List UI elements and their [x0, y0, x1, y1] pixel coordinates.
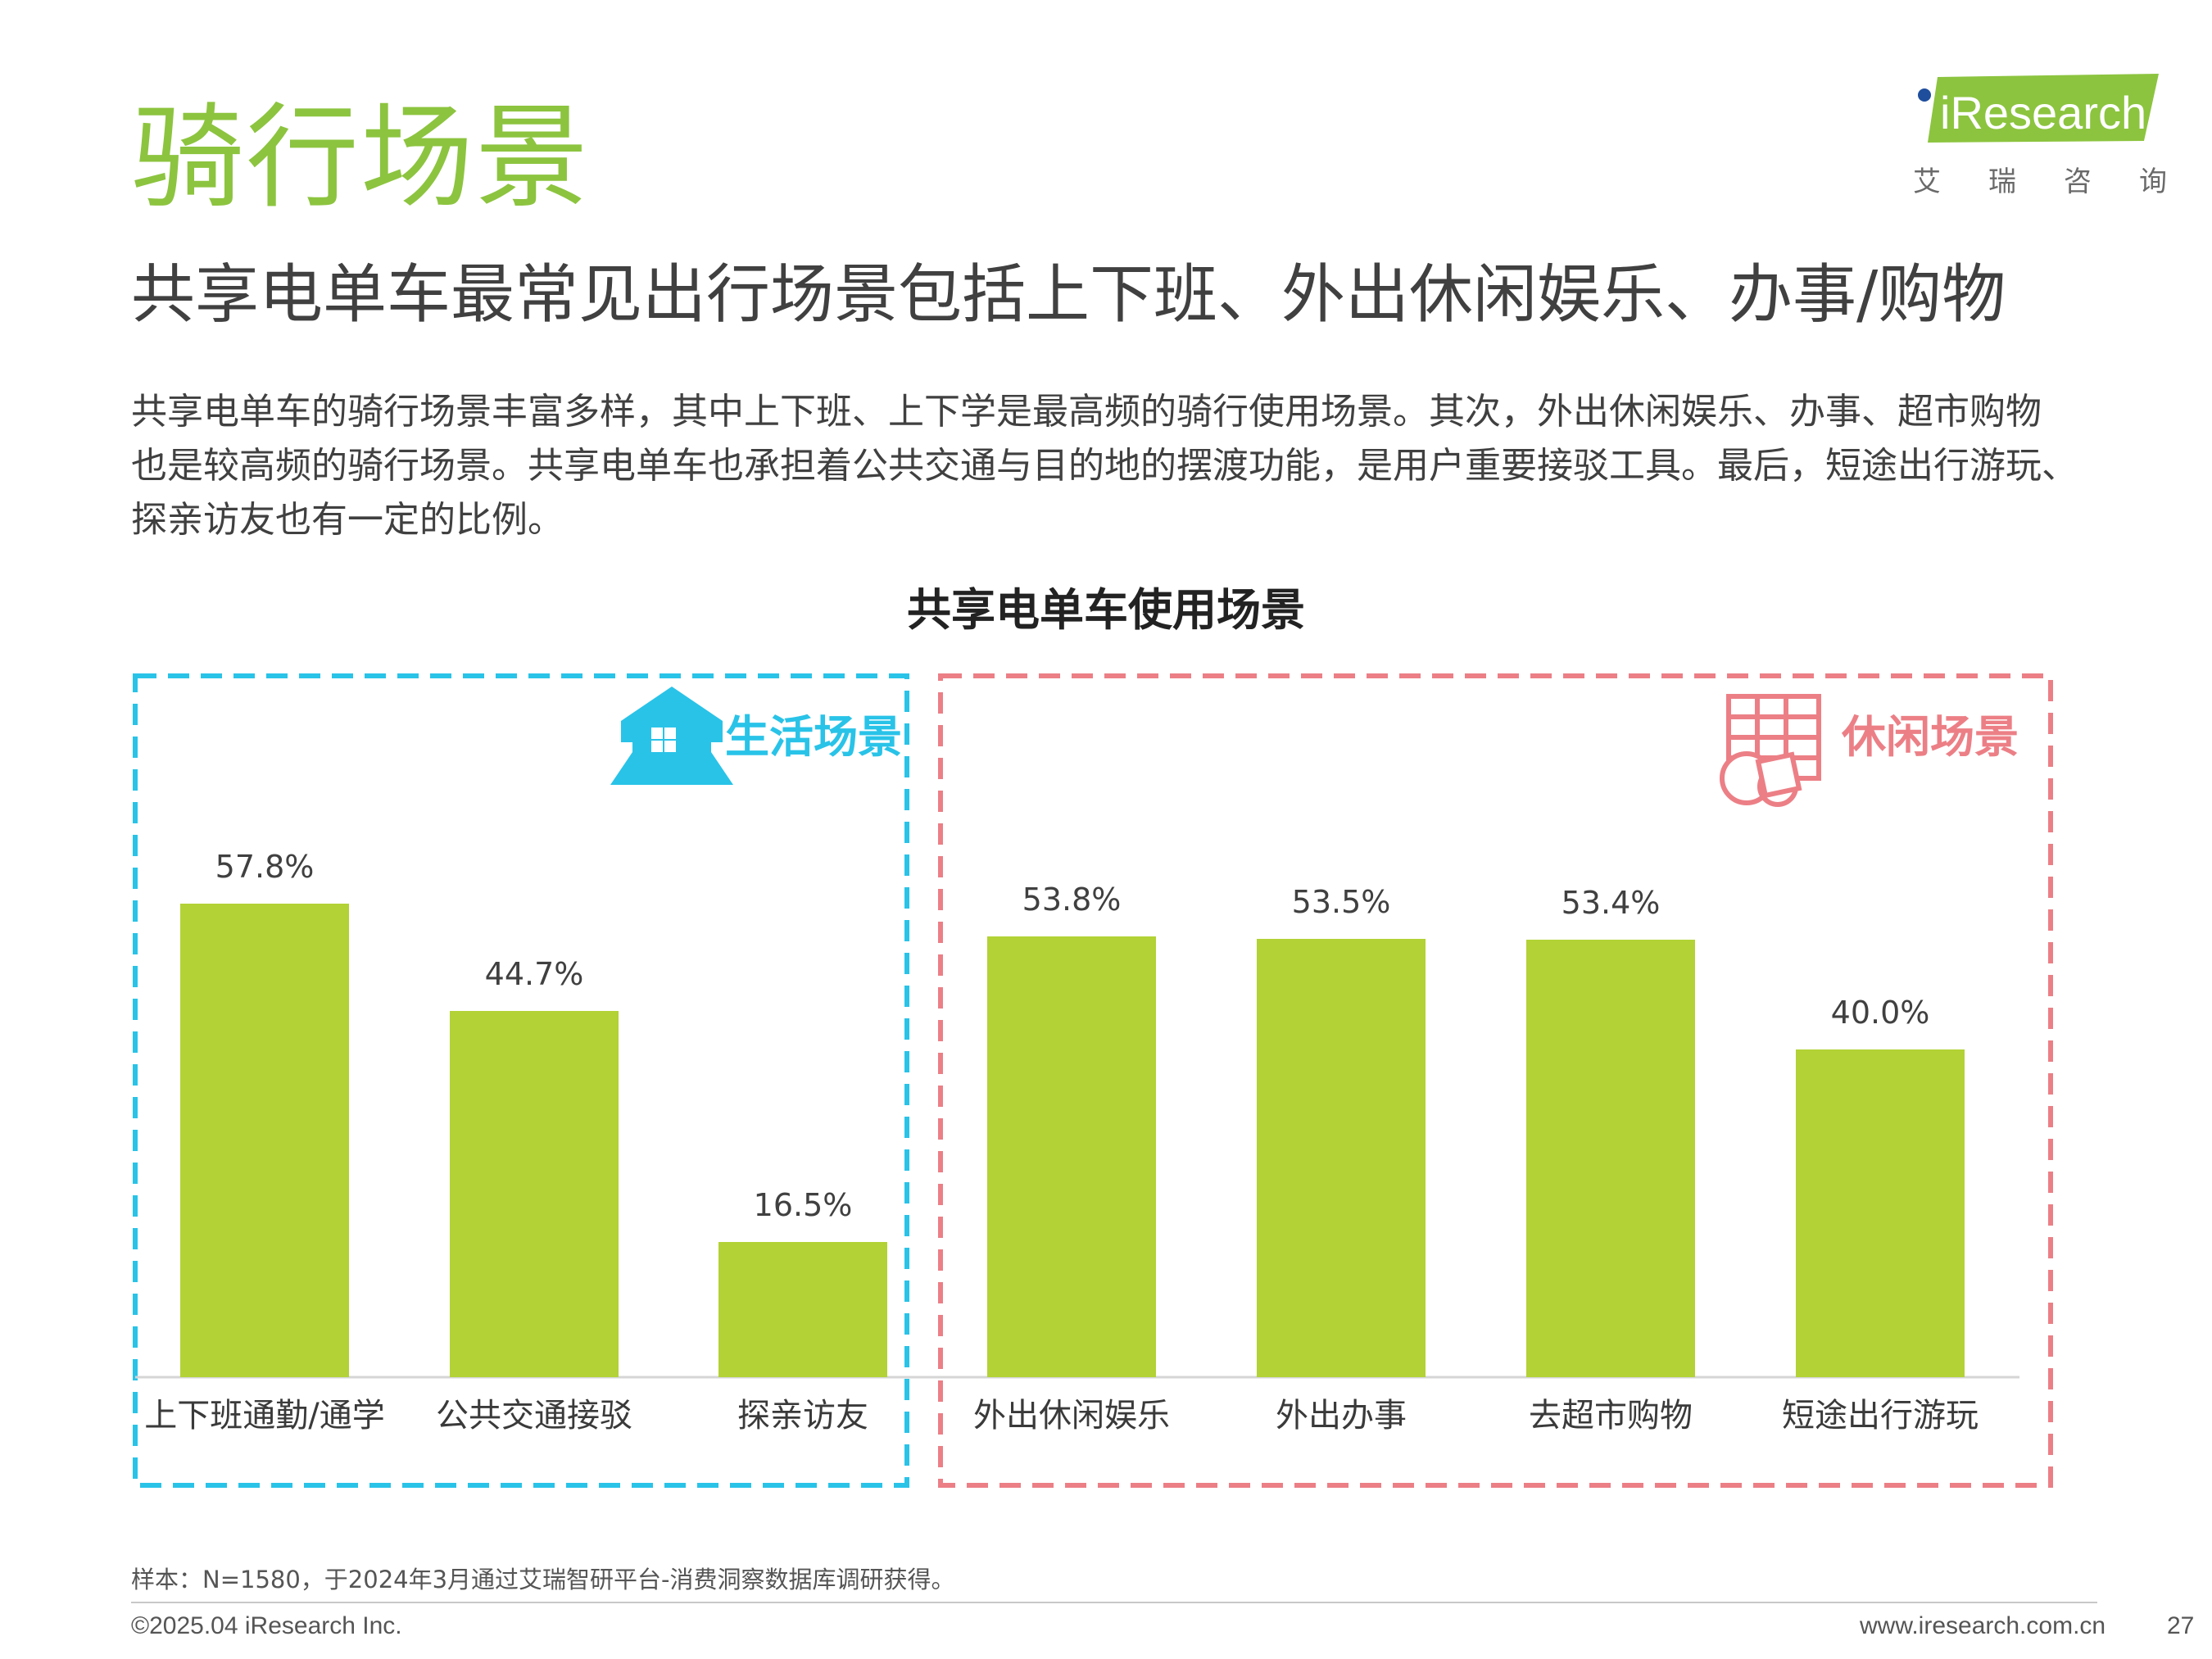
value-label: 40.0%	[1831, 995, 1930, 1031]
value-label: 44.7%	[485, 956, 584, 992]
bar-4	[987, 936, 1156, 1377]
value-label: 57.8%	[215, 849, 315, 885]
body-paragraph: 共享电单车的骑行场景丰富多样，其中上下班、上下学是最高频的骑行使用场景。其次，外…	[131, 385, 2130, 547]
page-title: 骑行场景	[131, 92, 591, 224]
bar-6	[1526, 940, 1695, 1377]
footer-divider	[131, 1602, 2097, 1603]
category-label: 外出办事	[1276, 1397, 1407, 1435]
life-group-label: 生活场景	[725, 711, 902, 763]
bar-1	[180, 904, 349, 1377]
value-label: 53.5%	[1292, 884, 1391, 920]
body-line: 探亲访友也有一定的比例。	[131, 499, 564, 541]
category-label: 外出休闲娱乐	[973, 1397, 1170, 1435]
sample-note: 样本：N=1580，于2024年3月通过艾瑞智研平台-消费洞察数据库调研获得。	[131, 1566, 955, 1593]
category-label: 上下班通勤/通学	[144, 1397, 384, 1435]
value-label: 53.4%	[1562, 885, 1661, 921]
bars-layer	[180, 904, 1965, 1377]
page-subtitle: 共享电单车最常见出行场景包括上下班、外出休闲娱乐、办事/购物	[131, 258, 2006, 332]
value-label: 16.5%	[754, 1187, 853, 1223]
category-label: 去超市购物	[1529, 1397, 1693, 1435]
body-line: 共享电单车的骑行场景丰富多样，其中上下班、上下学是最高频的骑行使用场景。其次，外…	[131, 391, 2042, 433]
life-group-frame	[133, 673, 909, 1488]
logo-cn-char: 询	[2139, 165, 2167, 198]
bar-5	[1257, 939, 1426, 1377]
leisure-group-label: 休闲场景	[1841, 711, 2019, 763]
logo-cn-char: 咨	[2064, 165, 2092, 198]
page-number: 27	[2167, 1612, 2195, 1639]
category-labels-layer: 上下班通勤/通学 公共交通接驳 探亲访友 外出休闲娱乐 外出办事 去超市购物 短途出行游玩	[144, 1397, 1979, 1435]
logo-cn-name: 艾 瑞 咨 询	[1913, 159, 2167, 199]
category-label: 探亲访友	[737, 1397, 868, 1435]
value-label: 53.8%	[1022, 882, 1122, 918]
chart-title: 共享电单车使用场景	[907, 584, 1305, 636]
value-labels-layer: 57.8% 44.7% 16.5% 53.8% 53.5% 53.4% 40.0%	[215, 849, 1930, 1223]
logo-cn-char: 艾	[1913, 165, 1941, 198]
copyright: ©2025.04 iResearch Inc.	[131, 1612, 402, 1639]
iresearch-logo	[1918, 74, 2159, 143]
house-icon	[610, 687, 733, 785]
category-label: 短途出行游玩	[1782, 1397, 1979, 1435]
logo-cn-char: 瑞	[1988, 165, 2016, 198]
bar-3	[718, 1242, 887, 1377]
category-label: 公共交通接驳	[436, 1397, 632, 1435]
body-line: 也是较高频的骑行场景。共享电单车也承担着公共交通与目的地的摆渡功能，是用户重要接…	[131, 445, 2078, 487]
website-link[interactable]: www.iresearch.com.cn	[1860, 1612, 2106, 1639]
shopping-icon	[1720, 694, 1821, 807]
bar-7	[1796, 1049, 1965, 1377]
bar-2	[450, 1011, 619, 1377]
leisure-group-frame	[938, 673, 2053, 1488]
logo-text: iResearch	[1940, 87, 2147, 138]
